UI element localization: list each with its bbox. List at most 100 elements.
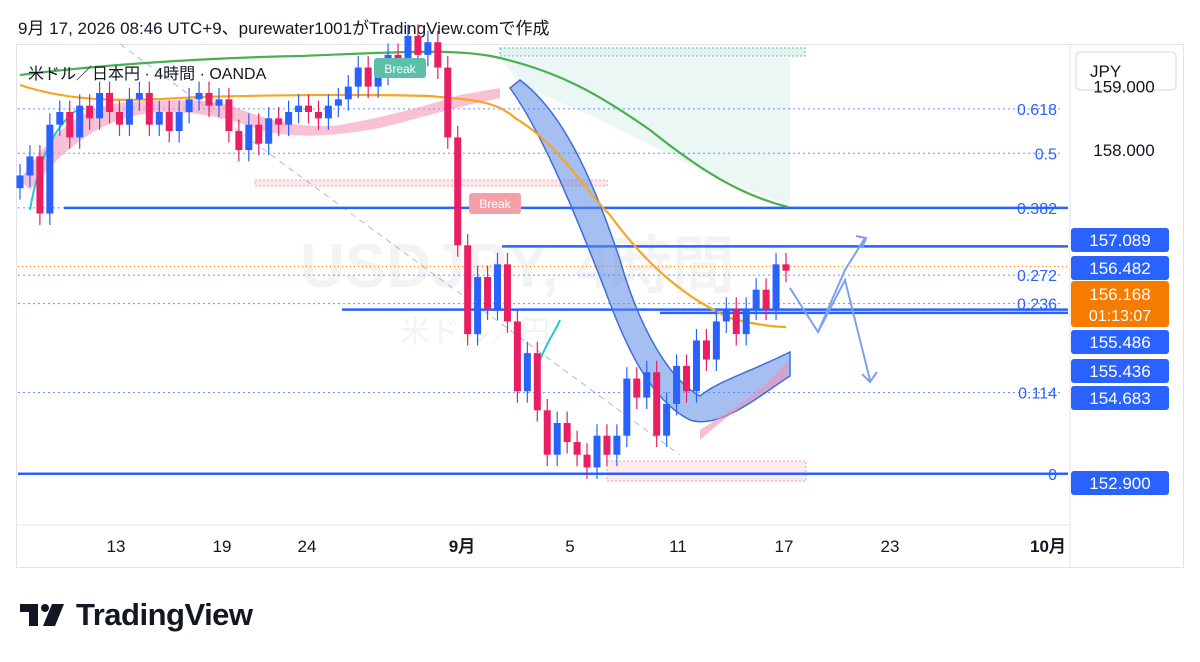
break-badge-green[interactable] — [374, 58, 426, 78]
candle-body-12[interactable] — [135, 92, 143, 100]
candle-body-46[interactable] — [474, 277, 482, 335]
green-cloud — [500, 58, 790, 206]
candle-body-6[interactable] — [76, 105, 84, 138]
candle-body-77[interactable] — [782, 264, 790, 271]
candle-body-44[interactable] — [454, 137, 462, 246]
break-badge-red[interactable] — [469, 193, 521, 214]
price-tag-3[interactable] — [1071, 359, 1169, 383]
candle-body-74[interactable] — [752, 289, 760, 309]
candle-body-24[interactable] — [255, 124, 263, 144]
candle-body-64[interactable] — [653, 372, 661, 436]
candle-body-9[interactable] — [106, 92, 114, 113]
candle-body-62[interactable] — [633, 378, 641, 398]
ema-cloud-blue — [508, 79, 791, 423]
candle-body-1[interactable] — [26, 156, 34, 176]
candle-body-27[interactable] — [285, 112, 293, 125]
candle-body-28[interactable] — [295, 105, 303, 113]
candle-body-48[interactable] — [494, 264, 502, 309]
candle-body-65[interactable] — [663, 403, 671, 436]
candle-body-33[interactable] — [344, 86, 352, 100]
candle-body-40[interactable] — [414, 35, 422, 55]
break-label-green: Break — [384, 62, 416, 76]
candle-body-14[interactable] — [155, 112, 163, 125]
price-tag-2[interactable] — [1071, 330, 1169, 354]
candle-body-35[interactable] — [364, 67, 372, 87]
candle-body-11[interactable] — [125, 99, 133, 125]
candle-body-47[interactable] — [484, 277, 492, 309]
candle-body-67[interactable] — [683, 365, 691, 392]
candle-body-57[interactable] — [583, 454, 591, 468]
candle-body-75[interactable] — [762, 289, 770, 309]
candle-body-19[interactable] — [205, 92, 213, 106]
candle-body-76[interactable] — [772, 264, 780, 309]
currency-box[interactable] — [1075, 51, 1177, 91]
candle-body-15[interactable] — [165, 112, 173, 132]
candle-body-72[interactable] — [732, 308, 740, 335]
candle-body-73[interactable] — [742, 308, 750, 335]
candle-body-53[interactable] — [543, 410, 551, 455]
candle-body-26[interactable] — [275, 118, 283, 125]
candle-body-5[interactable] — [66, 112, 74, 138]
candle-body-0[interactable] — [16, 175, 24, 189]
candle-body-23[interactable] — [245, 124, 253, 151]
candle-body-68[interactable] — [692, 340, 700, 392]
candle-body-29[interactable] — [304, 105, 312, 113]
candle-body-31[interactable] — [324, 105, 332, 119]
ema-cloud-pink-2 — [700, 360, 788, 440]
current-price-tag[interactable] — [1071, 281, 1169, 327]
candle-body-16[interactable] — [175, 112, 183, 132]
candle-body-3[interactable] — [46, 124, 54, 214]
candle-body-4[interactable] — [56, 112, 64, 125]
price-chart[interactable]: USDJPY, 4時間米ドル／円 0.6180.50.3820.2720.236… — [0, 0, 1200, 580]
candle-body-61[interactable] — [623, 378, 631, 436]
chart-frame[interactable] — [16, 44, 1184, 568]
candle-body-60[interactable] — [613, 435, 621, 455]
price-tag-0[interactable] — [1071, 228, 1169, 252]
candle-body-63[interactable] — [643, 372, 651, 398]
candle-body-18[interactable] — [195, 92, 203, 100]
x-tick-3: 9月 — [449, 537, 475, 556]
candle-body-10[interactable] — [115, 112, 123, 125]
candle-body-70[interactable] — [712, 321, 720, 360]
candle-body-41[interactable] — [424, 42, 432, 55]
ema-green — [19, 50, 789, 209]
candle-body-66[interactable] — [673, 365, 681, 404]
candle-body-42[interactable] — [434, 42, 442, 68]
candle-body-20[interactable] — [215, 99, 223, 106]
candle-body-25[interactable] — [265, 118, 273, 144]
candle-body-34[interactable] — [354, 67, 362, 87]
candle-body-69[interactable] — [702, 340, 710, 360]
price-tag-1[interactable] — [1071, 256, 1169, 280]
candle-body-71[interactable] — [722, 308, 730, 322]
candle-body-58[interactable] — [593, 435, 601, 468]
candle-body-52[interactable] — [533, 353, 541, 411]
fib-label-3: 0.272 — [1017, 268, 1057, 285]
candle-body-17[interactable] — [185, 99, 193, 113]
candle-body-50[interactable] — [513, 321, 521, 392]
candle-body-13[interactable] — [145, 92, 153, 125]
projection-up-path — [789, 237, 866, 335]
candle-body-7[interactable] — [86, 105, 94, 119]
tradingview-brand[interactable]: TradingView — [18, 597, 253, 633]
candle-body-8[interactable] — [96, 92, 104, 119]
candle-body-22[interactable] — [235, 131, 243, 151]
candle-body-21[interactable] — [225, 99, 233, 132]
candle-body-36[interactable] — [374, 73, 382, 87]
candle-body-49[interactable] — [503, 264, 511, 322]
candle-body-56[interactable] — [573, 442, 581, 455]
brand-name: TradingView — [76, 597, 253, 632]
candle-body-2[interactable] — [36, 156, 44, 214]
candle-body-59[interactable] — [603, 435, 611, 455]
candle-body-43[interactable] — [444, 67, 452, 138]
candle-body-45[interactable] — [464, 245, 472, 335]
candle-body-54[interactable] — [553, 422, 561, 455]
candle-body-51[interactable] — [523, 353, 531, 392]
projection-down-path — [817, 277, 871, 381]
candle-body-39[interactable] — [404, 35, 412, 62]
price-tag-4[interactable] — [1071, 386, 1169, 410]
arrow-down-icon — [861, 371, 878, 384]
price-tag-5[interactable] — [1071, 471, 1169, 495]
candle-body-32[interactable] — [334, 99, 342, 106]
candle-body-30[interactable] — [314, 112, 322, 119]
candle-body-55[interactable] — [563, 422, 571, 443]
